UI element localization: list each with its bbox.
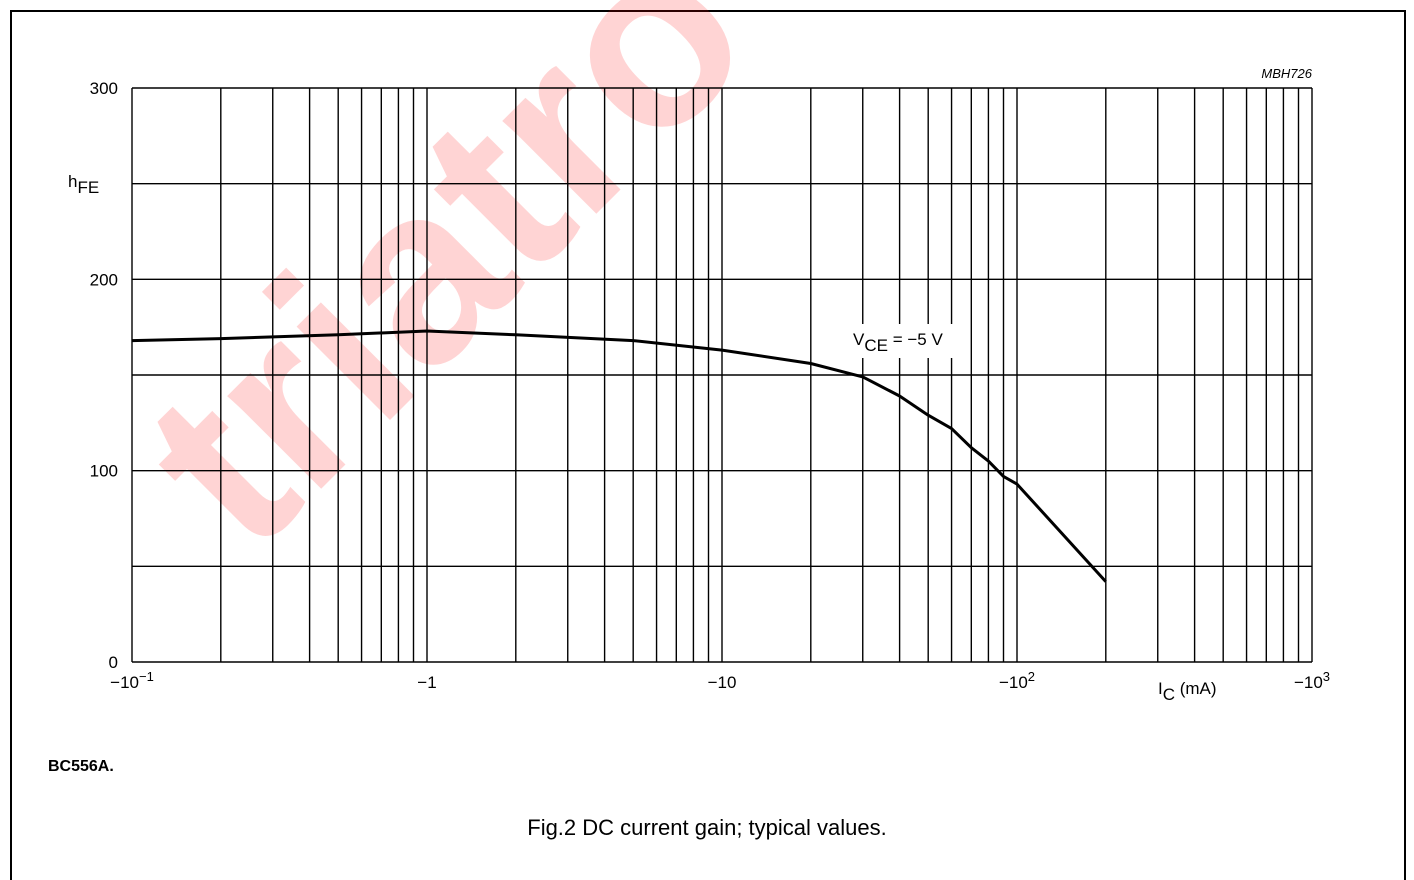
x-tick-base: −10 — [1294, 673, 1323, 692]
x-tick-label: −103 — [1294, 669, 1330, 692]
y-tick-label: 300 — [90, 79, 118, 98]
curve-group — [131, 329, 1107, 583]
annotation-main: V — [853, 330, 865, 349]
x-tick-label: −102 — [999, 669, 1035, 692]
annotation-rest: = −5 V — [888, 330, 943, 349]
figure-frame — [10, 10, 1406, 880]
part-number: BC556A. — [48, 758, 114, 775]
y-axis-label-main: h — [68, 172, 77, 191]
annotation-background — [848, 324, 964, 358]
x-axis-label: IC (mA) — [1158, 679, 1217, 704]
y-tick-labels: 0 100 200 300 — [90, 79, 118, 672]
x-tick-label: −10 — [708, 673, 737, 692]
figure-caption: Fig.2 DC current gain; typical values. — [527, 815, 887, 840]
grid — [131, 87, 1313, 663]
x-tick-base: −10 — [708, 673, 737, 692]
y-tick-label: 100 — [90, 462, 118, 481]
annotation-sub: CE — [864, 336, 888, 355]
x-axis-label-unit: (mA) — [1175, 679, 1217, 698]
x-axis-label-main: I — [1158, 679, 1163, 698]
series-line — [131, 329, 1107, 583]
x-axis-label-sub: C — [1163, 685, 1175, 704]
x-tick-label: −1 — [417, 673, 436, 692]
x-tick-exponent: 3 — [1323, 669, 1330, 684]
watermark: triatro — [90, 0, 798, 597]
x-tick-base: −10 — [110, 673, 139, 692]
y-tick-label: 0 — [109, 653, 118, 672]
x-tick-exponent: −1 — [139, 669, 154, 684]
series-annotation: VCE = −5 V — [853, 330, 943, 355]
x-tick-exponent: 2 — [1028, 669, 1035, 684]
y-axis-label-sub: FE — [77, 178, 99, 197]
y-axis-label: hFE — [68, 172, 99, 197]
watermark-text: triatro — [90, 0, 798, 597]
x-tick-labels: −10−1 −1 −10 −102 −103 — [110, 669, 1330, 692]
x-tick-base: −10 — [999, 673, 1028, 692]
figure-ref: MBH726 — [1261, 66, 1312, 81]
y-tick-label: 200 — [90, 270, 118, 289]
x-tick-label: −10−1 — [110, 669, 154, 692]
x-tick-base: −1 — [417, 673, 436, 692]
